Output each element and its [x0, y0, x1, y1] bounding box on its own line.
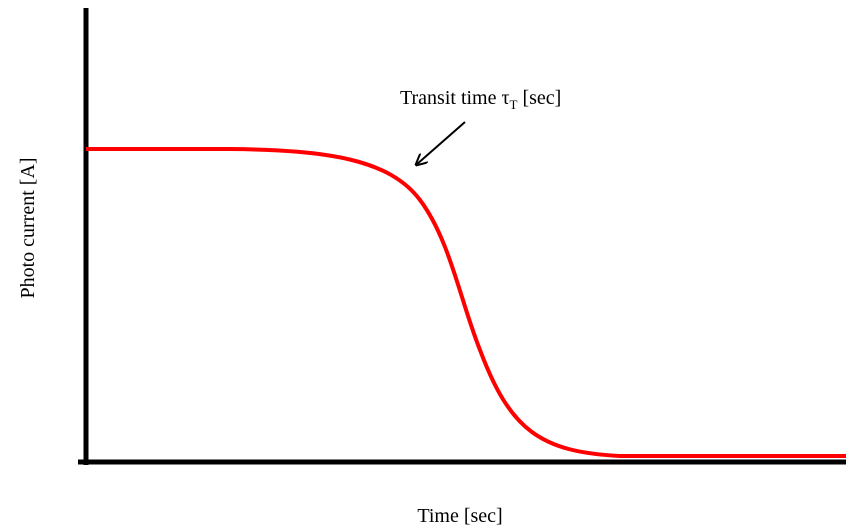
- x-axis-label: Time [sec]: [417, 505, 502, 527]
- annotation-subscript: T: [510, 97, 518, 112]
- y-axis-label: Photo current [A]: [17, 157, 39, 298]
- annotation-unit: [sec]: [517, 87, 561, 109]
- annotation-arrow: [416, 121, 466, 165]
- current-curve: [86, 147, 846, 458]
- annotation-text: Transit time τ: [400, 87, 510, 109]
- annotation: Transit time τT [sec]: [400, 87, 561, 112]
